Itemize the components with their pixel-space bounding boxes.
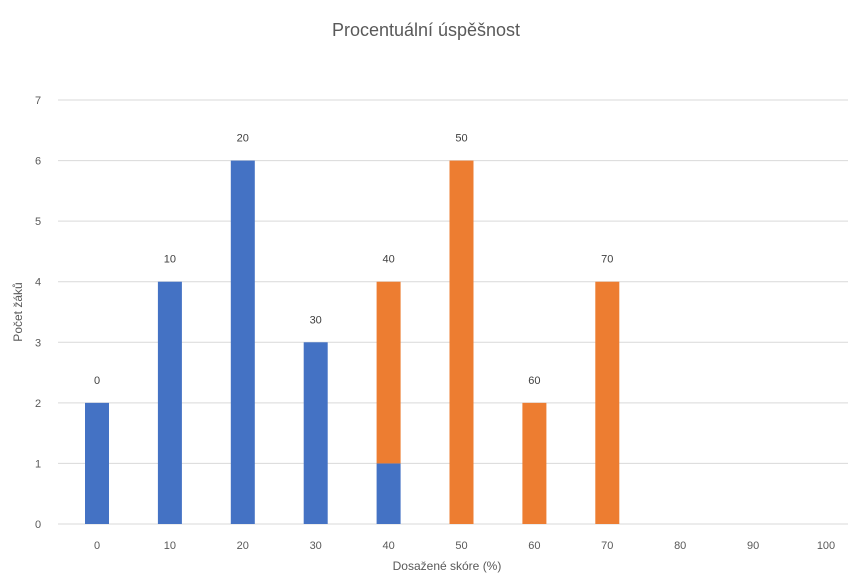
x-tick-label: 0 — [94, 540, 100, 552]
y-tick-label: 4 — [35, 277, 41, 289]
y-tick-label: 3 — [35, 337, 41, 349]
x-tick-label: 50 — [455, 540, 467, 552]
x-tick-label: 10 — [164, 540, 176, 552]
bar-series-1-20 — [230, 160, 255, 525]
x-axis-label: Dosažené skóre (%) — [393, 559, 502, 573]
y-axis-ticks: 0 1 2 3 4 5 6 7 — [35, 95, 41, 531]
bar-series-1-40 — [376, 463, 401, 524]
data-label: 0 — [94, 375, 100, 387]
data-label: 20 — [237, 133, 249, 145]
x-tick-label: 90 — [747, 540, 759, 552]
bar-series-1-0 — [85, 402, 109, 524]
x-axis-ticks: 0 10 20 30 40 50 60 70 80 90 100 — [94, 540, 835, 552]
x-tick-label: 80 — [674, 540, 686, 552]
data-label: 40 — [382, 254, 394, 266]
x-tick-label: 30 — [310, 540, 322, 552]
bars — [85, 160, 620, 525]
x-tick-label: 100 — [817, 540, 835, 552]
data-label: 50 — [455, 133, 467, 145]
x-tick-label: 70 — [601, 540, 613, 552]
y-tick-label: 6 — [35, 156, 41, 168]
bar-series-2-40 — [376, 281, 401, 464]
bar-series-2-50 — [449, 160, 474, 525]
y-axis-label: Počet žáků — [11, 282, 25, 341]
y-tick-label: 1 — [35, 458, 41, 470]
x-tick-label: 40 — [382, 540, 394, 552]
bar-series-1-30 — [303, 342, 328, 524]
y-tick-label: 0 — [35, 519, 41, 531]
bar-series-2-70 — [595, 281, 620, 524]
bar-series-2-60 — [522, 402, 547, 524]
x-tick-label: 60 — [528, 540, 540, 552]
data-label: 70 — [601, 254, 613, 266]
data-label: 30 — [310, 314, 322, 326]
y-tick-label: 5 — [35, 216, 41, 228]
data-labels: 0 10 20 30 40 50 60 70 — [94, 133, 613, 387]
y-tick-label: 7 — [35, 95, 41, 107]
chart-title: Procentuální úspěšnost — [332, 20, 520, 40]
data-label: 10 — [164, 254, 176, 266]
bar-series-1-10 — [157, 281, 182, 524]
y-tick-label: 2 — [35, 398, 41, 410]
x-tick-label: 20 — [237, 540, 249, 552]
data-label: 60 — [528, 375, 540, 387]
